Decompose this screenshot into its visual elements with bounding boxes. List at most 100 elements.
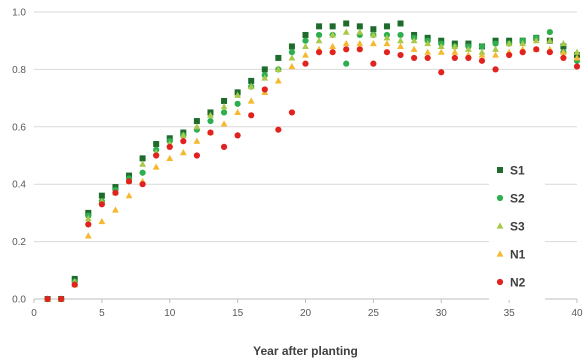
point-n2 <box>343 46 350 53</box>
point-s1 <box>98 192 105 199</box>
x-tick-label: 35 <box>504 308 516 319</box>
point-n2 <box>478 57 486 64</box>
point-s2 <box>220 109 228 116</box>
point-n1 <box>234 108 242 116</box>
point-n2 <box>506 51 513 59</box>
y-tick-label: 1.0 <box>12 8 26 19</box>
point-n1 <box>247 97 255 104</box>
point-s1 <box>356 23 363 30</box>
point-n2 <box>424 54 431 62</box>
point-s1 <box>329 23 336 30</box>
point-s1 <box>261 66 268 73</box>
point-s2 <box>492 40 499 47</box>
point-n2 <box>533 46 540 53</box>
point-n1 <box>220 120 228 127</box>
point-n1 <box>193 137 201 144</box>
point-n2 <box>166 143 173 150</box>
point-s3 <box>369 31 377 38</box>
x-tick-label: 10 <box>164 308 176 319</box>
point-n2 <box>180 138 187 145</box>
point-s3 <box>519 39 527 47</box>
point-n2 <box>438 69 445 76</box>
point-n2 <box>411 54 418 62</box>
legend-marker-s2 <box>496 194 504 202</box>
point-s2 <box>315 31 323 39</box>
point-s1 <box>302 31 309 38</box>
point-n2 <box>193 152 200 159</box>
point-n1 <box>451 48 459 55</box>
point-n2 <box>560 54 567 62</box>
point-n2 <box>383 49 391 56</box>
point-n2 <box>248 112 255 119</box>
point-s2 <box>343 60 350 67</box>
point-s1 <box>343 20 350 27</box>
point-s1 <box>221 97 228 104</box>
point-n2 <box>153 152 160 159</box>
legend-label-s3: S3 <box>510 220 525 234</box>
point-n2 <box>139 181 146 188</box>
point-s3 <box>573 48 581 55</box>
point-n1 <box>302 51 309 58</box>
point-n2 <box>451 54 458 62</box>
point-s3 <box>478 48 486 55</box>
y-tick-labels: 0.0 0.2 0.4 0.6 0.8 1.0 <box>12 8 26 306</box>
point-s3 <box>492 45 499 52</box>
point-s2 <box>288 49 296 56</box>
point-s3 <box>288 54 296 61</box>
point-s1 <box>288 43 295 50</box>
point-s3 <box>546 37 554 44</box>
point-s3 <box>274 65 282 72</box>
point-s1 <box>275 54 282 61</box>
point-s1 <box>560 43 567 50</box>
point-n1 <box>166 154 174 161</box>
point-n1 <box>560 48 567 55</box>
point-n2 <box>302 60 309 67</box>
point-n2 <box>519 49 526 56</box>
point-n1 <box>179 149 187 156</box>
point-n1 <box>383 39 391 47</box>
point-s3 <box>451 42 459 50</box>
legend: S1 S2 S3 N1 N2 <box>489 152 545 300</box>
point-s1 <box>139 155 146 162</box>
point-n2 <box>397 51 404 59</box>
y-tick-label: 0.2 <box>12 237 26 248</box>
legend-marker-s1 <box>497 167 503 173</box>
point-s2 <box>139 169 146 176</box>
legend-marker-s3 <box>496 222 504 229</box>
point-n2 <box>234 132 241 139</box>
point-n1 <box>112 206 119 213</box>
point-n1 <box>329 42 337 50</box>
point-s3 <box>437 42 445 50</box>
x-tick-label: 20 <box>300 308 312 319</box>
point-n2 <box>370 60 377 67</box>
point-s3 <box>179 131 187 139</box>
point-s3 <box>220 103 228 110</box>
point-s3 <box>315 37 323 44</box>
point-n2 <box>58 295 65 303</box>
x-axis-label: Year after planting <box>253 344 358 358</box>
point-s1 <box>193 118 200 125</box>
point-n1 <box>397 42 404 50</box>
gridlines <box>34 11 577 243</box>
point-s2 <box>397 31 404 39</box>
point-n1 <box>125 192 133 199</box>
point-s3 <box>505 39 513 47</box>
point-n1 <box>369 39 377 47</box>
point-n1 <box>573 54 581 61</box>
data-points <box>44 20 581 303</box>
legend-label-s2: S2 <box>510 192 525 206</box>
point-n1 <box>437 48 445 55</box>
point-s3 <box>560 39 567 47</box>
point-s3 <box>383 34 391 41</box>
point-s3 <box>329 31 337 38</box>
point-n2 <box>275 126 282 133</box>
point-n1 <box>342 39 350 47</box>
point-s3 <box>342 28 350 35</box>
point-s3 <box>356 28 364 35</box>
legend-label-n1: N1 <box>510 248 526 262</box>
point-n2 <box>573 63 581 70</box>
legend-marker-n1 <box>496 250 504 257</box>
point-n1 <box>84 232 92 239</box>
point-s3 <box>397 37 404 44</box>
